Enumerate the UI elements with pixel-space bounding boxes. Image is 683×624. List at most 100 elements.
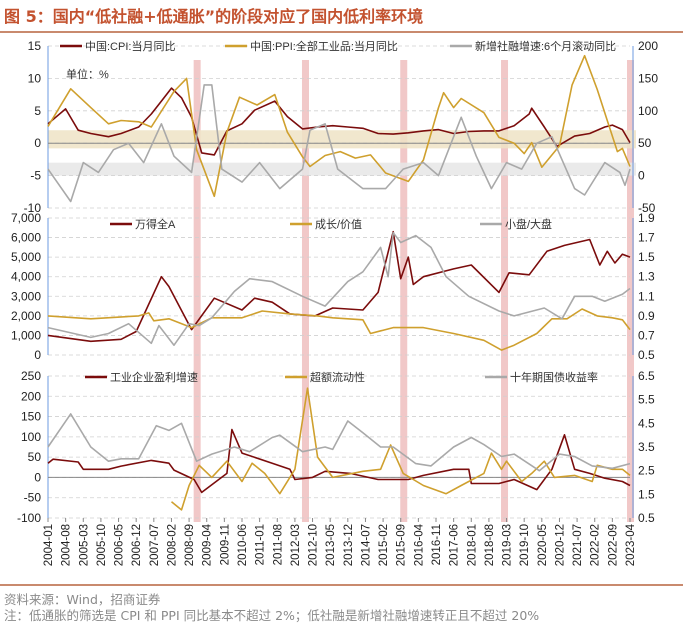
footer-divider xyxy=(0,584,683,586)
x-axis-tick-label: 2022-09 xyxy=(607,524,619,566)
right-axis-tick-label: 1.3 xyxy=(638,270,655,284)
x-axis-tick-label: 2019-10 xyxy=(519,524,531,566)
title-divider xyxy=(0,31,683,33)
left-axis-tick-label: 0 xyxy=(34,348,41,362)
legend-label: 十年期国债收益率 xyxy=(510,370,598,384)
legend-label: 新增社融增速:6个月滚动同比 xyxy=(475,39,616,53)
series-line-2-1 xyxy=(47,230,631,343)
left-axis-tick-label: 5,000 xyxy=(11,250,41,264)
x-axis-tick-label: 2023-04 xyxy=(625,523,637,566)
left-axis-tick-label: -10 xyxy=(24,201,42,215)
series-line-1-1 xyxy=(47,87,631,156)
series-line-2-3 xyxy=(47,231,631,346)
x-axis-tick-label: 2007-07 xyxy=(149,524,161,566)
x-axis-tick-label: 2010-06 xyxy=(237,524,249,566)
left-axis-tick-label: 0 xyxy=(34,470,41,484)
x-axis-tick-label: 2005-03 xyxy=(78,524,90,566)
figure-title: 图 5：国内“低社融+低通胀”的阶段对应了国内低利率环境 xyxy=(4,7,424,26)
x-axis-tick-label: 2014-07 xyxy=(360,524,372,566)
right-axis-tick-label: 1.5 xyxy=(638,487,655,501)
highlight-band xyxy=(627,60,634,522)
series-line-1-3 xyxy=(47,84,631,203)
x-axis-tick-label: 2012-03 xyxy=(290,524,302,566)
right-axis-tick-label: 0.7 xyxy=(638,328,655,342)
right-axis-tick-label: 200 xyxy=(638,39,658,53)
left-axis-tick-label: 250 xyxy=(21,369,41,383)
left-axis-tick-label: 4,000 xyxy=(11,270,41,284)
left-axis-tick-label: 7,000 xyxy=(11,211,41,225)
legend-label: 工业企业盈利增速 xyxy=(110,370,198,384)
x-axis-tick-label: 2015-09 xyxy=(396,524,408,566)
x-axis-tick-label: 2020-12 xyxy=(554,524,566,566)
right-axis-tick-label: 1.1 xyxy=(638,289,655,303)
legend-label: 中国:PPI:全部工业品:当月同比 xyxy=(250,39,398,53)
left-axis-tick-label: 10 xyxy=(28,71,42,85)
right-axis-tick-label: 1.7 xyxy=(638,231,655,245)
left-axis-tick-label: -100 xyxy=(17,511,41,525)
x-axis-tick-label: 2009-11 xyxy=(219,524,231,565)
legend-label: 成长/价值 xyxy=(315,218,362,231)
series-line-3-2 xyxy=(170,387,631,511)
right-axis-tick-label: 0 xyxy=(638,169,645,183)
highlight-band xyxy=(501,60,509,522)
right-axis-tick-label: 0.9 xyxy=(638,309,655,323)
x-axis-tick-label: 2008-09 xyxy=(184,524,196,566)
series-line-3-1 xyxy=(47,428,631,494)
left-axis-tick-label: 150 xyxy=(21,410,41,424)
legend-label: 小盘/大盘 xyxy=(505,217,552,231)
series-line-2-2 xyxy=(47,308,631,351)
left-axis-tick-label: 50 xyxy=(28,450,42,464)
legend-label: 超额流动性 xyxy=(310,370,365,384)
x-axis-tick-label: 2018-01 xyxy=(466,524,478,566)
x-axis-tick-label: 2012-10 xyxy=(308,524,320,566)
right-axis-tick-label: 1.5 xyxy=(638,250,655,264)
x-axis-tick-label: 2009-04 xyxy=(202,523,214,566)
right-axis-tick-label: 1.9 xyxy=(638,211,655,225)
right-axis-tick-label: -50 xyxy=(638,201,656,215)
x-axis-tick-label: 2021-07 xyxy=(572,524,584,566)
x-axis-tick-label: 2017-06 xyxy=(449,524,461,566)
series-line-1-2 xyxy=(47,54,631,198)
x-axis-tick-label: 2020-05 xyxy=(537,524,549,566)
x-axis-tick-label: 2006-12 xyxy=(131,524,143,566)
right-axis-tick-label: 3.5 xyxy=(638,440,655,454)
note-text: 注：低通胀的筛选是 CPI 和 PPI 同比基本不超过 2%；低社融是新增社融增… xyxy=(4,608,540,623)
right-axis-tick-label: 0.5 xyxy=(638,348,655,362)
legend-label: 中国:CPI:当月同比 xyxy=(85,39,175,53)
x-axis-tick-label: 2013-05 xyxy=(325,524,337,566)
left-axis-tick-label: 3,000 xyxy=(11,289,41,303)
left-axis-tick-label: -50 xyxy=(24,491,42,505)
x-axis-tick-label: 2011-01 xyxy=(255,524,267,565)
x-axis-tick-label: 2006-05 xyxy=(114,524,126,566)
highlight-band xyxy=(301,60,309,522)
x-axis-tick-label: 2018-08 xyxy=(484,524,496,566)
left-axis-tick-label: 6,000 xyxy=(11,231,41,245)
left-axis-tick-label: 1,000 xyxy=(11,328,41,342)
x-axis-tick-label: 2019-03 xyxy=(502,524,514,566)
x-axis-tick-label: 2004-08 xyxy=(61,524,73,566)
right-axis-tick-label: 2.5 xyxy=(638,464,655,478)
right-axis-tick-label: 50 xyxy=(638,136,652,150)
x-axis-tick-label: 2008-02 xyxy=(166,524,178,566)
right-axis-tick-label: 5.5 xyxy=(638,393,655,407)
x-axis-tick-label: 2005-10 xyxy=(96,524,108,566)
x-axis-tick-label: 2022-02 xyxy=(590,524,602,566)
x-axis-tick-label: 2011-08 xyxy=(272,524,284,565)
left-axis-tick-label: 5 xyxy=(34,104,41,118)
x-axis-tick-label: 2016-11 xyxy=(431,524,443,565)
right-axis-tick-label: 4.5 xyxy=(638,416,655,430)
x-axis-tick-label: 2016-04 xyxy=(413,523,425,566)
x-axis-tick-label: 2015-02 xyxy=(378,524,390,566)
shaded-band xyxy=(48,162,636,176)
left-axis-tick-label: 100 xyxy=(21,430,41,444)
left-axis-tick-label: 15 xyxy=(28,39,42,53)
source-text: 资料来源：Wind，招商证券 xyxy=(4,592,161,607)
legend-label: 万得全A xyxy=(135,217,176,231)
highlight-band xyxy=(400,60,408,522)
left-axis-tick-label: -5 xyxy=(30,169,41,183)
right-axis-tick-label: 6.5 xyxy=(638,369,655,383)
right-axis-tick-label: 100 xyxy=(638,104,658,118)
left-axis-tick-label: 2,000 xyxy=(11,309,41,323)
